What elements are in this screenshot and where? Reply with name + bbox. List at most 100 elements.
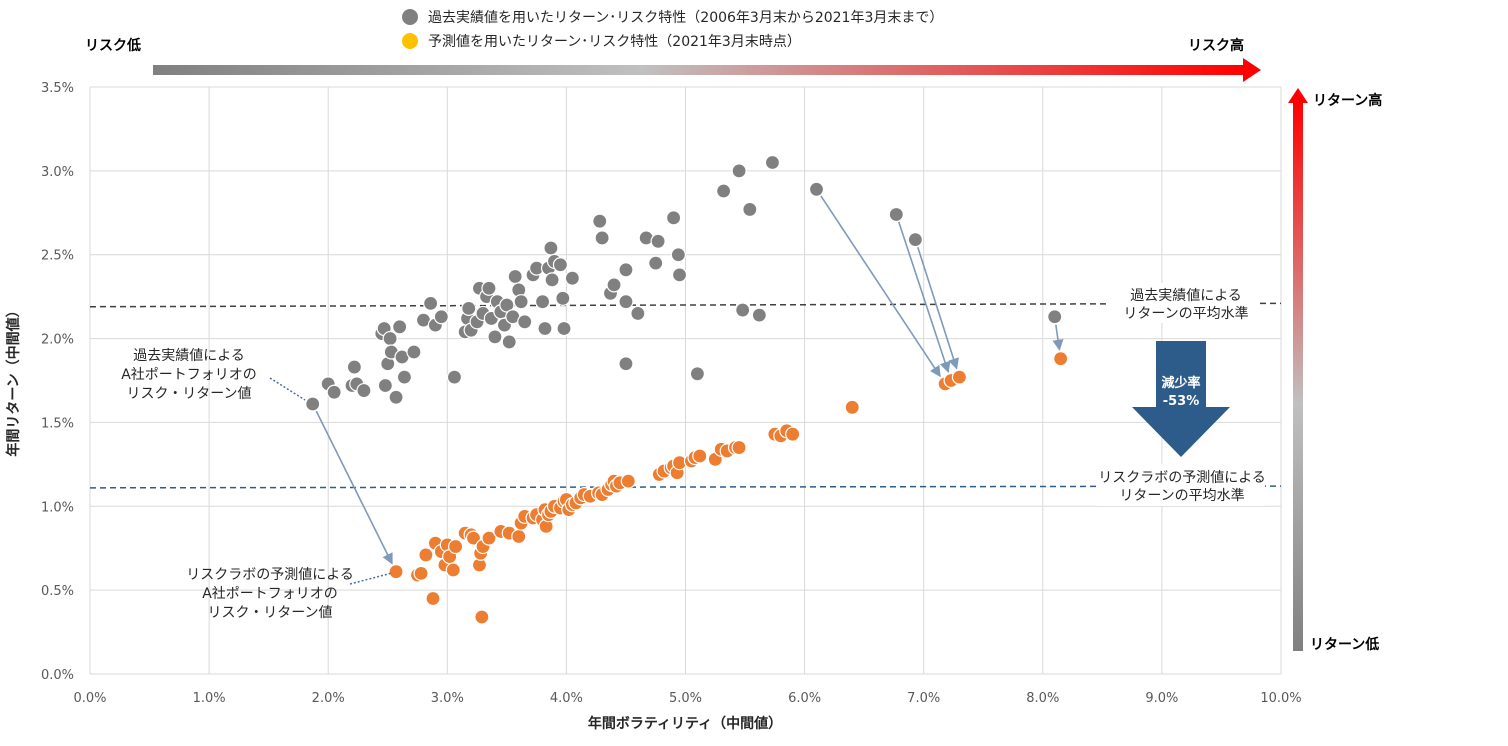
decrease-value: -53% xyxy=(1163,394,1200,409)
connector-arrow xyxy=(820,195,941,378)
historical-point xyxy=(501,334,517,350)
return-gradient-arrow: リターン高 リターン低 xyxy=(1288,88,1382,653)
historical-point xyxy=(433,309,449,325)
y-tick-label: 3.5% xyxy=(41,81,74,96)
svg-text:過去実績値による: 過去実績値による xyxy=(1130,288,1242,304)
y-tick-label: 0.5% xyxy=(41,584,74,599)
data-points xyxy=(305,154,1069,625)
forecast-point xyxy=(388,564,404,580)
y-tick-label: 2.0% xyxy=(41,333,74,348)
forecast-point xyxy=(481,530,497,546)
historical-point xyxy=(543,240,559,256)
historical-point xyxy=(392,319,408,335)
historical-point xyxy=(671,267,688,283)
historical-point xyxy=(808,181,825,197)
historical-point xyxy=(648,255,664,271)
forecast-avg-label: リスクラボの予測値による リターンの平均水準 xyxy=(1097,464,1266,506)
historical-point xyxy=(764,154,781,171)
historical-point xyxy=(618,294,634,310)
svg-text:リスクラボの予測値による: リスクラボの予測値による xyxy=(186,567,354,583)
historical-point xyxy=(305,396,321,412)
decrease-arrow: 減少率 -53% xyxy=(1132,341,1230,457)
svg-text:リターンの平均水準: リターンの平均水準 xyxy=(1119,488,1244,504)
forecast-average-line xyxy=(89,485,1282,489)
tick-labels: 0.0% 1.0% 2.0% 3.0% 4.0% 5.0% 6.0% 7.0% 8.0% 9.0%… xyxy=(41,81,1302,706)
historical-point xyxy=(1047,309,1063,325)
x-tick-label: 2.0% xyxy=(312,691,345,706)
return-low-label: リターン低 xyxy=(1310,636,1379,653)
forecast-point xyxy=(474,609,490,625)
legend-label-forecast: 予測値を用いたリターン･リスク特性（2021年3月末時点） xyxy=(428,34,801,50)
forecast-point-callout: リスクラボの予測値による A社ポートフォリオの リスク・リターン値 xyxy=(186,567,393,621)
forecast-point xyxy=(785,426,801,442)
connector-arrow xyxy=(898,221,951,374)
historical-point xyxy=(382,330,398,347)
historical-point xyxy=(507,268,523,285)
hist-point-callout: 過去実績値による A社ポートフォリオの リスク・リターン値 xyxy=(121,348,306,402)
forecast-point xyxy=(731,439,747,456)
historical-point xyxy=(534,294,551,310)
y-tick-label: 0.0% xyxy=(41,668,74,683)
historical-point xyxy=(481,280,497,296)
historical-point xyxy=(423,295,439,311)
svg-text:リスク・リターン値: リスク・リターン値 xyxy=(207,605,332,621)
historical-point xyxy=(735,302,751,318)
forecast-point xyxy=(844,399,860,415)
y-tick-label: 3.0% xyxy=(41,165,74,180)
x-tick-label: 6.0% xyxy=(788,691,821,706)
historical-point xyxy=(517,314,533,330)
historical-point xyxy=(689,366,706,382)
x-tick-label: 5.0% xyxy=(669,691,702,706)
historical-point xyxy=(618,356,634,372)
y-tick-label: 2.5% xyxy=(41,249,74,264)
historical-point xyxy=(594,230,610,246)
historical-point xyxy=(907,232,923,248)
risk-low-label: リスク低 xyxy=(85,37,141,54)
svg-text:過去実績値による: 過去実績値による xyxy=(133,348,245,364)
forecast-point xyxy=(692,448,708,464)
x-axis-title: 年間ボラティリティ（中間値） xyxy=(588,715,782,732)
historical-point xyxy=(556,320,572,337)
forecast-point xyxy=(448,538,464,555)
x-tick-label: 4.0% xyxy=(550,691,583,706)
connector-arrow xyxy=(917,246,959,370)
forecast-point xyxy=(1053,351,1069,367)
forecast-point xyxy=(620,473,636,489)
historical-point xyxy=(406,344,422,360)
historical-point xyxy=(396,369,413,385)
historical-point xyxy=(592,213,608,229)
historical-point xyxy=(446,369,463,385)
svg-text:リスク・リターン値: リスク・リターン値 xyxy=(126,386,251,402)
connector-arrows xyxy=(315,195,1064,565)
legend-marker-historical xyxy=(402,9,418,25)
historical-point xyxy=(499,297,515,313)
historical-point xyxy=(552,257,569,273)
historical-point xyxy=(555,290,571,306)
historical-point xyxy=(326,384,342,400)
x-tick-label: 7.0% xyxy=(907,691,940,706)
historical-point xyxy=(716,183,732,199)
x-tick-label: 3.0% xyxy=(431,691,464,706)
forecast-point xyxy=(951,369,968,385)
risk-high-label: リスク高 xyxy=(1188,37,1244,54)
historical-point xyxy=(544,272,560,288)
historical-point xyxy=(388,389,404,405)
hist-avg-label: 過去実績値による リターンの平均水準 xyxy=(1110,283,1260,323)
historical-point xyxy=(670,247,686,263)
x-tick-label: 9.0% xyxy=(1145,691,1178,706)
historical-point xyxy=(618,262,634,278)
legend-marker-forecast xyxy=(402,33,418,49)
historical-point xyxy=(346,359,363,375)
legend: 過去実績値を用いたリターン･リスク特性（2006年3月末から2021年3月末まで… xyxy=(402,9,943,50)
svg-text:リターンの平均水準: リターンの平均水準 xyxy=(1123,306,1248,322)
y-axis-title: 年間リターン（中間値） xyxy=(5,303,22,456)
risk-gradient-arrow: リスク低 リスク高 xyxy=(85,37,1261,82)
forecast-point xyxy=(413,565,429,581)
y-tick-label: 1.5% xyxy=(41,416,74,431)
historical-point xyxy=(513,294,529,310)
historical-point xyxy=(665,210,682,226)
forecast-point xyxy=(465,530,482,546)
historical-point xyxy=(731,163,747,179)
return-high-label: リターン高 xyxy=(1313,92,1382,109)
